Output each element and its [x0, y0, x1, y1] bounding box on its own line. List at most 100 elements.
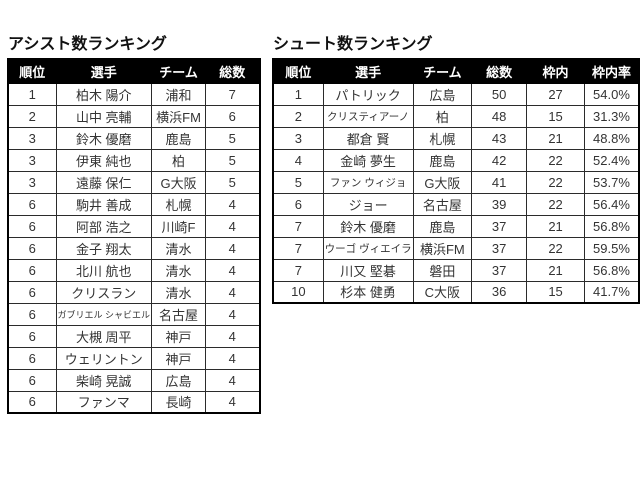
table-row: 6 ガブリエル シャビエル 名古屋 4 — [7, 302, 261, 326]
table-row: 6 北川 航也 清水 4 — [7, 258, 261, 282]
cell-team: C大阪 — [412, 280, 473, 304]
cell-team: 川崎F — [151, 214, 207, 238]
column-header-rank: 順位 — [7, 58, 57, 84]
column-header-total: 総数 — [471, 58, 528, 84]
cell-rank: 6 — [7, 324, 57, 348]
cell-rank: 6 — [7, 214, 57, 238]
header-row: 順位 選手 チーム 総数 — [7, 58, 261, 84]
table-row: 3 伊東 純也柏 5 — [7, 148, 261, 172]
cell-total: 4 — [205, 390, 261, 414]
cell-rank: 3 — [7, 148, 57, 172]
shot-ranking-section: シュート数ランキング 順位 選手 チーム 総数 枠内 枠内率 1 パトリック 広島 50 27 54.… — [272, 35, 640, 304]
cell-player: 駒井 善成 — [55, 192, 153, 216]
cell-on-target: 22 — [526, 170, 585, 194]
cell-rank: 6 — [272, 192, 324, 216]
table-row: 6 ジョー 名古屋 39 22 56.4% — [272, 192, 640, 216]
cell-team: 磐田 — [412, 258, 473, 282]
cell-player: 伊東 純也 — [55, 148, 153, 172]
cell-team: 札幌 — [412, 126, 473, 150]
cell-player: 金崎 夢生 — [322, 148, 414, 172]
cell-team: 鹿島 — [412, 214, 473, 238]
table-row: 10 杉本 健勇 C大阪 36 15 41.7% — [272, 280, 640, 304]
cell-on-target-rate: 54.0% — [583, 82, 640, 106]
cell-on-target: 21 — [526, 258, 585, 282]
cell-rank: 2 — [7, 104, 57, 128]
cell-total: 4 — [205, 192, 261, 216]
table-row: 6 阿部 浩之 川崎F 4 — [7, 214, 261, 238]
table-row: 1 柏木 陽介 浦和 7 — [7, 82, 261, 106]
cell-team: 清水 — [151, 280, 207, 304]
column-header-total: 総数 — [205, 58, 261, 84]
cell-rank: 3 — [7, 170, 57, 194]
cell-total: 37 — [471, 258, 528, 282]
cell-total: 4 — [205, 368, 261, 392]
cell-on-target: 27 — [526, 82, 585, 106]
table-row: 1 パトリック 広島 50 27 54.0% — [272, 82, 640, 106]
cell-player: ウェリントン — [55, 346, 153, 370]
cell-total: 4 — [205, 346, 261, 370]
cell-on-target: 22 — [526, 236, 585, 260]
cell-total: 7 — [205, 82, 261, 106]
cell-total: 4 — [205, 258, 261, 282]
cell-total: 50 — [471, 82, 528, 106]
cell-player: 北川 航也 — [55, 258, 153, 282]
cell-team: 名古屋 — [151, 302, 207, 326]
cell-player: クリスラン — [55, 280, 153, 304]
cell-rank: 1 — [272, 82, 324, 106]
cell-total: 39 — [471, 192, 528, 216]
cell-player: 都倉 賢 — [322, 126, 414, 150]
cell-player: ファン ウィジョ — [322, 170, 414, 194]
cell-on-target-rate: 56.8% — [583, 258, 640, 282]
column-header-team: チーム — [151, 58, 207, 84]
table-row: 7 鈴木 優磨 鹿島 37 21 56.8% — [272, 214, 640, 238]
cell-rank: 3 — [7, 126, 57, 150]
shot-ranking-title: シュート数ランキング — [273, 36, 433, 53]
cell-team: 横浜FM — [151, 104, 207, 128]
cell-total: 5 — [205, 148, 261, 172]
cell-team: 清水 — [151, 258, 207, 282]
cell-on-target-rate: 41.7% — [583, 280, 640, 304]
header-row: 順位 選手 チーム 総数 枠内 枠内率 — [272, 58, 640, 84]
cell-on-target-rate: 31.3% — [583, 104, 640, 128]
cell-team: 札幌 — [151, 192, 207, 216]
table-row: 6 大槻 周平 神戸 4 — [7, 324, 261, 348]
cell-on-target-rate: 56.4% — [583, 192, 640, 216]
cell-total: 5 — [205, 126, 261, 150]
cell-rank: 6 — [7, 368, 57, 392]
column-header-player: 選手 — [322, 58, 414, 84]
cell-player: 柴崎 晃誠 — [55, 368, 153, 392]
table-row: 6 ウェリントン 神戸 4 — [7, 346, 261, 370]
cell-rank: 6 — [7, 390, 57, 414]
cell-player: クリスティアーノ — [322, 104, 414, 128]
cell-on-target-rate: 48.8% — [583, 126, 640, 150]
cell-team: 柏 — [412, 104, 473, 128]
table-row: 6 金子 翔太 清水 4 — [7, 236, 261, 260]
cell-team: 横浜FM — [412, 236, 473, 260]
cell-team: 神戸 — [151, 324, 207, 348]
cell-player: 遠藤 保仁 — [55, 170, 153, 194]
table-row: 3 都倉 賢札幌 43 21 48.8% — [272, 126, 640, 150]
cell-player: ファンマ — [55, 390, 153, 414]
table-row: 6 クリスラン 清水 4 — [7, 280, 261, 304]
cell-team: 清水 — [151, 236, 207, 260]
cell-rank: 7 — [272, 236, 324, 260]
table-row: 3 遠藤 保仁 G大阪 5 — [7, 170, 261, 194]
cell-team: 鹿島 — [412, 148, 473, 172]
cell-team: 神戸 — [151, 346, 207, 370]
table-row: 5 ファン ウィジョ G大阪 41 22 53.7% — [272, 170, 640, 194]
cell-total: 42 — [471, 148, 528, 172]
cell-rank: 10 — [272, 280, 324, 304]
cell-total: 5 — [205, 170, 261, 194]
cell-player: 川又 堅碁 — [322, 258, 414, 282]
cell-rank: 4 — [272, 148, 324, 172]
table-row: 3 鈴木 優磨 鹿島 5 — [7, 126, 261, 150]
cell-player: 鈴木 優磨 — [55, 126, 153, 150]
table-row: 6 柴崎 晃誠 広島 4 — [7, 368, 261, 392]
cell-rank: 5 — [272, 170, 324, 194]
cell-team: 長崎 — [151, 390, 207, 414]
assist-ranking-table: 順位 選手 チーム 総数 1 柏木 陽介 浦和 7 2 山中 亮輔 横浜FM 6 3 鈴木 優磨 鹿島 5 3 伊… — [7, 58, 261, 414]
cell-team: 浦和 — [151, 82, 207, 106]
cell-player: 柏木 陽介 — [55, 82, 153, 106]
column-header-team: チーム — [412, 58, 473, 84]
